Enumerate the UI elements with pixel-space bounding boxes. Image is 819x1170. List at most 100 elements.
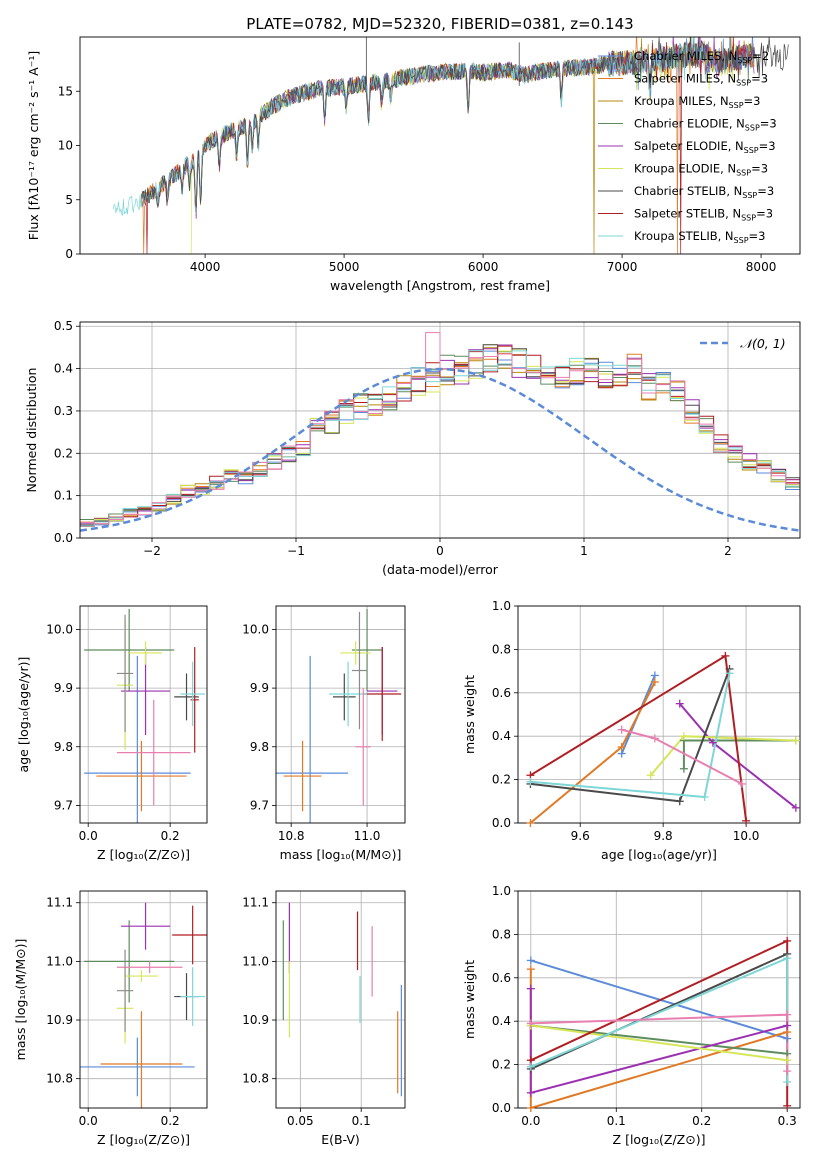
y-axis-label: mass [log₁₀(M/M⊙)]: [13, 939, 28, 1061]
legend-label-tail: =3: [751, 162, 768, 176]
y-tick-label: 10.0: [46, 622, 73, 636]
histogram-series: [80, 351, 800, 521]
histogram-series: [80, 345, 800, 527]
legend-label-tail: =3: [760, 117, 777, 131]
y-axis-label: age [log₁₀(age/yr)]: [16, 657, 31, 773]
legend-label-sub: SSP: [737, 56, 752, 65]
x-axis-label: mass [log₁₀(M/M⊙)]: [280, 847, 402, 862]
legend-label-tail: =3: [757, 184, 774, 198]
spectrum-series: [141, 37, 755, 210]
legend-label-sub: SSP: [742, 191, 757, 200]
y-tick-label: 9.7: [54, 798, 73, 812]
y-axis-label: Normed distribution: [24, 368, 39, 493]
histogram-series: [80, 350, 800, 527]
legend-label-main: Salpeter STELIB, N: [634, 207, 741, 221]
y-tick-label: 11.1: [46, 896, 73, 910]
histogram-series: [80, 344, 800, 526]
legend-label-tail: =3: [759, 139, 776, 153]
legend-label-main: Kroupa STELIB, N: [634, 229, 734, 243]
legend-label-sub: SSP: [745, 124, 760, 133]
legend-label-main: Chabrier MILES, N: [634, 49, 737, 63]
mass-vs-metallicity-panel: 0.0 0.2 10.8 10.9 11.0 11.1 Z [log₁₀(Z/Z⊙)] mas…: [13, 890, 208, 1147]
y-tick-label: 0.4: [492, 729, 511, 743]
y-tick-label: 9.9: [250, 681, 269, 695]
histogram-series: [80, 332, 800, 525]
normal-distribution-curve: [80, 367, 800, 532]
residual-histogram-panel: −2 −1 0 1 2 0.0 0.1 0.2 0.3 0.4 0.5 (data-model)/er…: [24, 319, 801, 577]
y-axis-label: Flux [fλ10⁻¹⁷ erg cm⁻² s⁻¹ A⁻¹]: [26, 51, 41, 240]
plot-area: [113, 37, 789, 254]
legend-label-sub: SSP: [734, 236, 749, 245]
legend-label: Salpeter ELODIE, NSSP=3: [634, 139, 776, 155]
weight-series-line: [529, 988, 788, 1095]
x-tick-label: 10.0: [733, 829, 760, 843]
legend-label: Chabrier ELODIE, NSSP=3: [634, 117, 777, 133]
plot-area: [84, 608, 205, 823]
y-tick-label: 0.0: [492, 816, 511, 830]
spectrum-series: [140, 37, 789, 208]
legend-label: Chabrier STELIB, NSSP=3: [634, 184, 774, 200]
legend-label: Kroupa MILES, NSSP=3: [634, 94, 760, 110]
legend-label: Chabrier MILES, NSSP=2: [634, 49, 769, 65]
x-tick-label: 6000: [468, 260, 499, 274]
x-tick-label: 0.2: [161, 829, 180, 843]
x-tick-label: 0: [436, 544, 444, 558]
y-tick-label: 15: [58, 84, 73, 98]
legend-label-tail: =3: [751, 72, 768, 86]
weight-series-line: [529, 681, 656, 823]
legend-label: Salpeter STELIB, NSSP=3: [634, 207, 773, 223]
y-tick-label: 9.8: [250, 740, 269, 754]
x-tick-label: −1: [287, 544, 305, 558]
x-tick-label: 7000: [607, 260, 638, 274]
y-tick-label: 10.9: [242, 1013, 269, 1027]
x-axis-label: (data-model)/error: [382, 562, 499, 577]
x-tick-label: 4000: [190, 260, 221, 274]
legend-label-sub: SSP: [736, 169, 751, 178]
age-vs-metallicity-panel: 0.0 0.2 9.7 9.8 9.9 10.0 Z [log₁₀(Z/Z⊙)] age [l…: [16, 605, 208, 862]
weight-series-line: [530, 939, 789, 1106]
y-tick-label: 1.0: [492, 884, 511, 898]
legend-label-tail: =3: [756, 207, 773, 221]
weight-series-line: [529, 969, 788, 1108]
axes-frame: [79, 605, 208, 824]
legend-label: Kroupa ELODIE, NSSP=3: [634, 162, 768, 178]
legend-label-main: Chabrier STELIB, N: [634, 184, 742, 198]
histogram-series: [80, 347, 800, 526]
y-tick-label: 10.0: [242, 622, 269, 636]
x-tick-label: 1: [580, 544, 588, 558]
y-tick-label: 0.2: [54, 446, 73, 460]
weight-series-line: [649, 735, 796, 776]
x-axis-label: E(B-V): [321, 1132, 360, 1147]
y-tick-label: 10.8: [46, 1072, 73, 1086]
legend-label-sub: SSP: [744, 146, 759, 155]
x-axis-label: Z [log₁₀(Z/Z⊙)]: [97, 1132, 190, 1147]
axes-frame: [275, 605, 406, 824]
legend-label: Salpeter MILES, NSSP=3: [634, 72, 768, 88]
legend-label-main: Chabrier ELODIE, N: [634, 117, 745, 131]
y-tick-label: 0.0: [54, 531, 73, 545]
y-tick-label: 11.0: [46, 954, 73, 968]
legend-label-main: Kroupa MILES, N: [634, 94, 729, 108]
spectrum-panel: 4000 5000 6000 7000 8000 0 5 10 15 wavelength [An…: [26, 36, 801, 293]
histogram-series: [80, 344, 800, 525]
axes-frame: [79, 890, 208, 1109]
axes-frame: [517, 890, 801, 1109]
y-tick-label: 0.2: [492, 1058, 511, 1072]
x-tick-label: 9.8: [654, 829, 673, 843]
y-tick-label: 10: [58, 139, 73, 153]
x-axis-label: age [log₁₀(age/yr)]: [601, 847, 717, 862]
legend-label-main: Salpeter MILES, N: [634, 72, 736, 86]
legend-label-sub: SSP: [736, 79, 751, 88]
y-tick-label: 0.0: [492, 1101, 511, 1115]
y-tick-label: 5: [65, 193, 73, 207]
y-tick-label: 0.6: [492, 971, 511, 985]
x-tick-label: 0.05: [287, 1114, 314, 1128]
axes-frame: [275, 890, 406, 1109]
x-tick-label: 8000: [746, 260, 777, 274]
x-axis-label: Z [log₁₀(Z/Z⊙)]: [97, 847, 190, 862]
x-tick-label: 0.1: [607, 1114, 626, 1128]
y-tick-label: 0.4: [54, 362, 73, 376]
plot-area: [276, 608, 402, 823]
x-tick-label: 0.0: [79, 1114, 98, 1128]
